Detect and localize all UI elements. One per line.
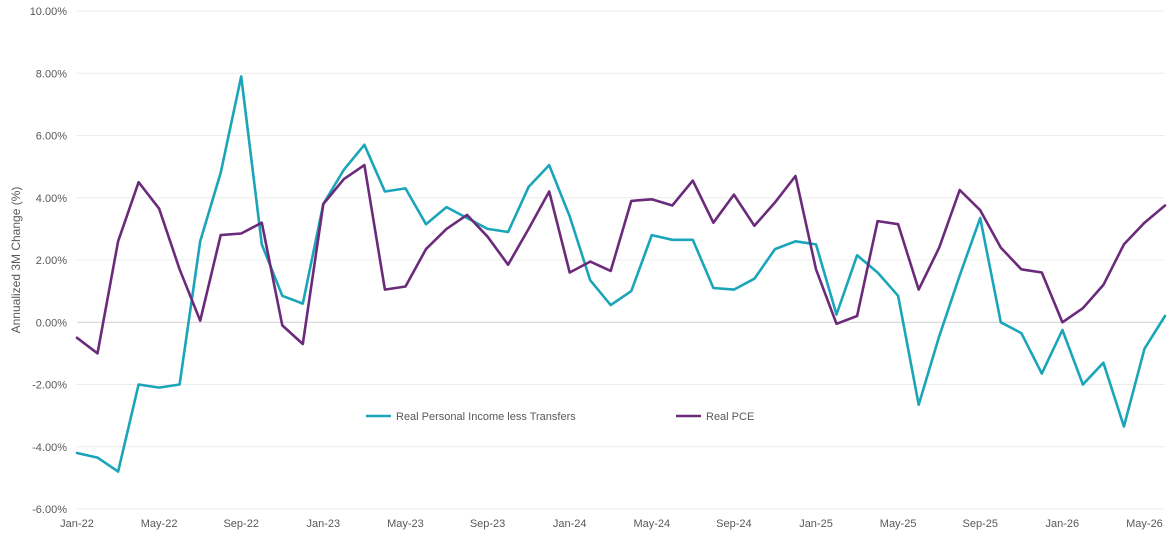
y-tick-label: 10.00%: [30, 6, 68, 18]
x-tick-label: Sep-25: [963, 518, 998, 530]
y-tick-label: -2.00%: [32, 380, 67, 392]
legend-label: Real Personal Income less Transfers: [396, 411, 576, 423]
y-axis-title: Annualized 3M Change (%): [9, 187, 23, 334]
x-tick-label: Jan-26: [1046, 518, 1080, 530]
y-tick-label: 6.00%: [36, 131, 67, 143]
x-tick-label: May-23: [387, 518, 424, 530]
x-tick-label: Sep-24: [716, 518, 751, 530]
x-tick-label: May-24: [633, 518, 670, 530]
series-line-real-personal-income: [75, 75, 1167, 473]
y-tick-label: 0.00%: [36, 317, 67, 329]
x-tick-label: Jan-24: [553, 518, 587, 530]
y-tick-label: -6.00%: [32, 504, 67, 516]
y-tick-label: -4.00%: [32, 442, 67, 454]
grid-lines: [77, 10, 1165, 510]
x-tick-label: Sep-23: [470, 518, 505, 530]
x-tick-label: Jan-23: [307, 518, 341, 530]
x-tick-label: May-22: [141, 518, 178, 530]
series-lines: [75, 75, 1167, 473]
series-line-real-pce: [75, 163, 1167, 355]
legend: Real Personal Income less Transfers Real …: [366, 411, 754, 423]
y-axis: -6.00% -4.00% -2.00% 0.00% 2.00% 4.00% 6.00% 8.…: [30, 6, 68, 516]
x-tick-label: May-25: [880, 518, 917, 530]
x-tick-label: Jan-25: [799, 518, 833, 530]
y-tick-label: 8.00%: [36, 68, 67, 80]
x-tick-label: Sep-22: [223, 518, 258, 530]
x-tick-label: Jan-22: [60, 518, 94, 530]
legend-label: Real PCE: [706, 411, 754, 423]
y-tick-label: 2.00%: [36, 255, 67, 267]
x-axis: Jan-22 May-22 Sep-22 Jan-23 May-23 Sep-23 Jan-…: [60, 518, 1163, 530]
x-tick-label: May-26: [1126, 518, 1163, 530]
y-tick-label: 4.00%: [36, 193, 67, 205]
